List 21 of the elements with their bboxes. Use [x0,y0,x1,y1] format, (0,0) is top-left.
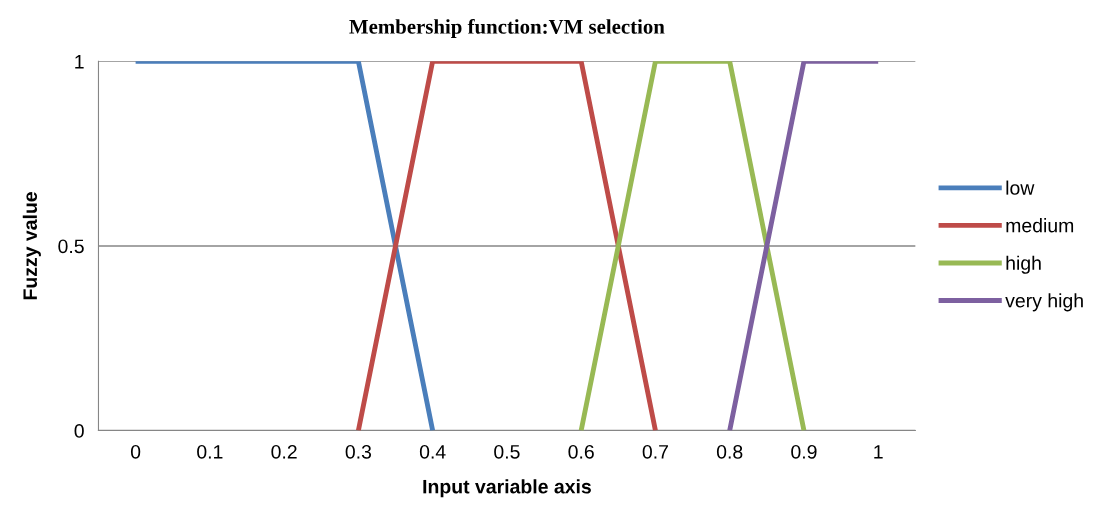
legend-label: low [1006,180,1035,195]
x-tick-label: 0 [130,444,141,459]
x-tick-label: 0.9 [791,444,817,459]
y-tick-label: 1 [75,55,84,69]
y-tick-label: 0 [74,424,84,438]
x-tick-label: 0.5 [494,444,520,459]
x-tick-label: 0.8 [716,444,743,459]
legend-label: very high [1005,293,1083,312]
legend-label: high [1006,255,1041,274]
y-tick-label: 0.5 [58,239,84,254]
x-tick-label: 0.2 [271,444,297,459]
y-axis-title: Fuzzy value [22,192,41,300]
chart-title: Membership function:VM selection [349,18,665,39]
legend-label: medium [1006,218,1074,233]
x-tick-label: 0.3 [345,444,372,459]
x-tick-label: 1 [874,445,883,459]
x-tick-label: 0.1 [197,444,223,459]
x-axis-title: Input variable axis [423,479,591,498]
x-tick-label: 0.7 [642,444,668,459]
x-tick-label: 0.6 [568,444,594,459]
x-tick-label: 0.4 [419,444,446,459]
